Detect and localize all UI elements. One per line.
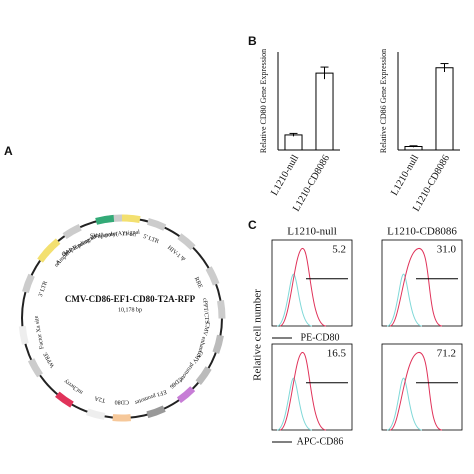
feature-label: Factor Xa site [34, 315, 46, 350]
feature-label: f1 ori [123, 230, 137, 238]
feature-label: WPRE [43, 351, 57, 369]
feature-label: SV40 poly(A) signal [90, 229, 141, 240]
plasmid-feature [27, 358, 43, 378]
panel-label: B [248, 34, 257, 48]
plasmid-name: CMV-CD86-EF1-CD80-T2A-RFP [65, 294, 196, 304]
feature-label: EF1 promoter [134, 388, 168, 405]
percentage: 5.2 [332, 244, 346, 256]
feature-label: CD80 [115, 399, 129, 405]
control-curve [276, 273, 313, 327]
bar [315, 72, 334, 151]
sample-curve [389, 248, 443, 327]
sample-curve [279, 248, 327, 327]
plasmid-feature [37, 244, 55, 263]
plasmid-feature [177, 233, 196, 251]
feature-label: 5' LTR [142, 234, 159, 245]
y-axis-label: Relative CD80 Gene Expression [259, 49, 268, 153]
feature-label: HIV-1 Ψ [166, 245, 186, 264]
panel-label: A [4, 144, 13, 158]
sample-curve [279, 352, 327, 431]
plasmid-feature [205, 266, 220, 286]
plasmid-feature [146, 218, 167, 231]
feature-label: mCherry [63, 378, 84, 395]
percentage: 71.2 [437, 348, 456, 360]
plasmid-feature [176, 386, 196, 404]
percentage: 31.0 [437, 244, 457, 256]
feature-label: CD86 [168, 375, 183, 389]
feature-label: cPPT/CTS [201, 298, 209, 324]
flow-column-label: L1210-CD8086 [387, 226, 457, 238]
x-tick-label: L1210-null [389, 153, 421, 198]
percentage: 16.5 [327, 348, 347, 360]
y-axis-label: Relative CD86 Gene Expression [379, 49, 388, 153]
plasmid-feature [62, 223, 82, 239]
plasmid-feature [195, 366, 212, 385]
flow-y-label: Relative cell number [252, 289, 264, 381]
control-curve [276, 377, 313, 431]
plasmid-feature [95, 214, 115, 225]
panel-label: C [248, 218, 257, 232]
plasmid-feature [217, 300, 226, 319]
feature-label: ori [54, 259, 63, 268]
plasmid-feature [86, 408, 106, 420]
flow-row-label: PE-CD80 [301, 332, 340, 343]
x-tick-label: L1210-null [269, 153, 301, 198]
plasmid-feature [121, 214, 141, 224]
plasmid-feature [212, 334, 224, 354]
bar [435, 67, 454, 151]
plasmid-size: 10,178 bp [118, 307, 142, 313]
control-curve [386, 273, 423, 327]
flow-column-label: L1210-null [287, 226, 337, 238]
plasmid-feature [55, 391, 74, 408]
plasmid-feature [18, 325, 29, 345]
control-curve [386, 377, 423, 431]
bar [284, 134, 303, 151]
flow-row-label: APC-CD86 [297, 436, 344, 447]
feature-label: 3' LTR [38, 280, 49, 297]
feature-label: T2A [93, 394, 106, 403]
plasmid-feature [146, 405, 166, 419]
feature-label: RRE [193, 276, 203, 289]
sample-curve [389, 352, 443, 431]
feature-label: operator [97, 231, 118, 240]
plasmid-feature [22, 273, 35, 294]
